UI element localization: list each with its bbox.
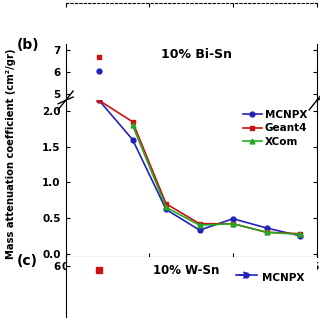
Legend: MCNPX, Geant4, XCom: MCNPX, Geant4, XCom: [239, 106, 312, 151]
XCom: [198, 223, 202, 227]
MCNPX: [131, 138, 134, 141]
Geant4: [97, 99, 101, 102]
Geant4: [164, 202, 168, 206]
MCNPX: [97, 99, 101, 102]
MCNPX: [164, 208, 168, 212]
XCom: [298, 233, 302, 236]
Geant4: [231, 222, 235, 226]
Line: Geant4: Geant4: [97, 98, 302, 236]
XCom: [231, 222, 235, 226]
Text: 10% W-Sn: 10% W-Sn: [153, 264, 220, 277]
Text: (b): (b): [17, 38, 39, 52]
Geant4: [131, 120, 134, 124]
Geant4: [265, 230, 268, 234]
Line: MCNPX: MCNPX: [97, 98, 302, 238]
X-axis label: Energy(keV): Energy(keV): [150, 275, 232, 288]
XCom: [131, 124, 134, 127]
Text: 10% Bi-Sn: 10% Bi-Sn: [161, 49, 232, 61]
Text: (c): (c): [17, 254, 38, 268]
Geant4: [298, 232, 302, 236]
Text: MCNPX: MCNPX: [261, 273, 304, 283]
MCNPX: [265, 226, 268, 230]
Line: XCom: XCom: [130, 123, 302, 237]
MCNPX: [298, 234, 302, 238]
Geant4: [198, 222, 202, 226]
Text: Mass attenuation coefficient (cm²/gr): Mass attenuation coefficient (cm²/gr): [6, 48, 16, 259]
MCNPX: [198, 228, 202, 232]
XCom: [164, 205, 168, 209]
XCom: [265, 230, 268, 234]
Text: Energy(keV): Energy(keV): [153, 50, 230, 60]
MCNPX: [231, 217, 235, 221]
